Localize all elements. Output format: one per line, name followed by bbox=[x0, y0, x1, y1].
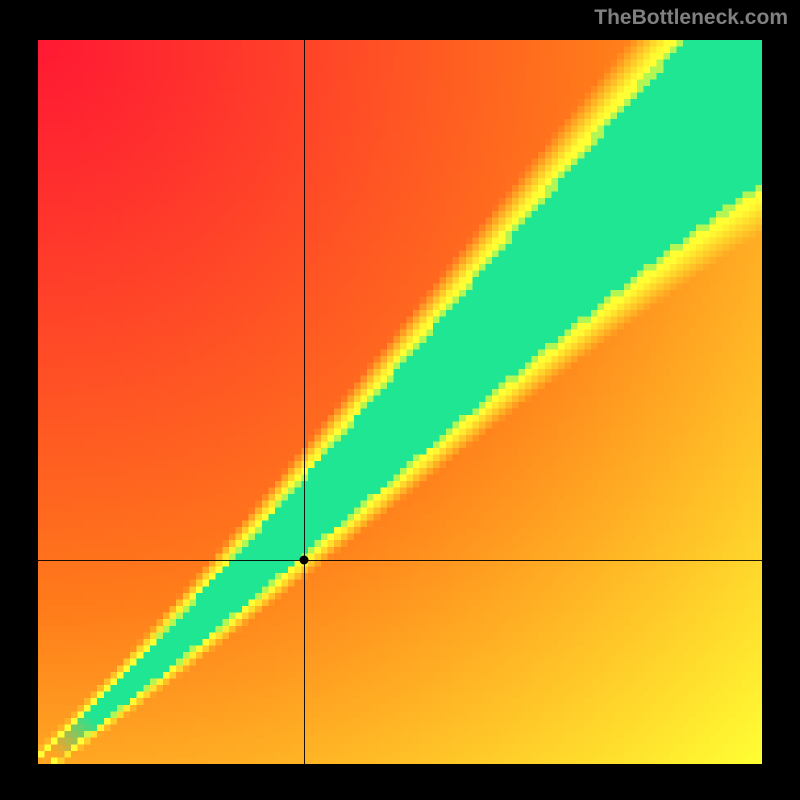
plot-area bbox=[38, 40, 762, 764]
crosshair-vertical bbox=[304, 40, 305, 764]
crosshair-horizontal bbox=[38, 560, 762, 561]
heatmap-canvas bbox=[38, 40, 762, 764]
watermark-text: TheBottleneck.com bbox=[594, 6, 788, 30]
data-point-marker bbox=[300, 555, 309, 564]
